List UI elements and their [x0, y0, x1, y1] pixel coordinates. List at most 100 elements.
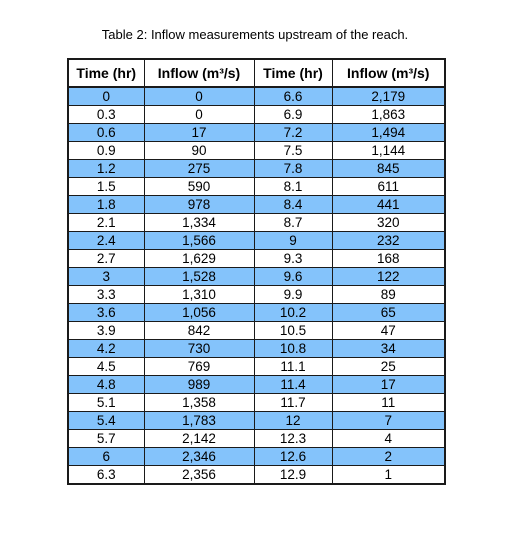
- table-row: 1.5 590 8.1 611: [67, 177, 446, 196]
- cell-time-2: 8.4: [253, 195, 333, 214]
- cell-inflow-2: 47: [331, 321, 446, 340]
- cell-time-1: 2.7: [67, 249, 145, 268]
- header-inflow-2: Inflow (m³/s): [331, 58, 446, 88]
- cell-inflow-1: 2,356: [143, 465, 255, 485]
- cell-inflow-1: 2,142: [143, 429, 255, 448]
- cell-inflow-2: 1,863: [331, 105, 446, 124]
- cell-inflow-2: 25: [331, 357, 446, 376]
- cell-time-1: 1.5: [67, 177, 145, 196]
- cell-inflow-2: 168: [331, 249, 446, 268]
- table-row: 6.3 2,356 12.9 1: [67, 465, 446, 485]
- cell-inflow-2: 4: [331, 429, 446, 448]
- cell-inflow-1: 2,346: [143, 447, 255, 466]
- table-row: 0.9 90 7.5 1,144: [67, 141, 446, 160]
- cell-time-2: 7.5: [253, 141, 333, 160]
- header-inflow-1: Inflow (m³/s): [143, 58, 255, 88]
- inflow-table: Time (hr) Inflow (m³/s) Time (hr) Inflow…: [67, 58, 446, 485]
- table-row: 4.5 769 11.1 25: [67, 357, 446, 376]
- header-row: Time (hr) Inflow (m³/s) Time (hr) Inflow…: [67, 58, 446, 88]
- table-row: 4.2 730 10.8 34: [67, 339, 446, 358]
- cell-time-1: 5.4: [67, 411, 145, 430]
- table-row: 0.3 0 6.9 1,863: [67, 105, 446, 124]
- cell-time-2: 10.2: [253, 303, 333, 322]
- cell-inflow-2: 1: [331, 465, 446, 485]
- cell-inflow-2: 441: [331, 195, 446, 214]
- cell-time-1: 3: [67, 267, 145, 286]
- cell-time-1: 4.5: [67, 357, 145, 376]
- table-row: 3.6 1,056 10.2 65: [67, 303, 446, 322]
- cell-time-2: 7.8: [253, 159, 333, 178]
- table-row: 5.1 1,358 11.7 11: [67, 393, 446, 412]
- table-row: 3.3 1,310 9.9 89: [67, 285, 446, 304]
- cell-time-1: 1.2: [67, 159, 145, 178]
- cell-inflow-2: 320: [331, 213, 446, 232]
- cell-inflow-2: 2: [331, 447, 446, 466]
- header-time-2: Time (hr): [253, 58, 333, 88]
- cell-inflow-2: 11: [331, 393, 446, 412]
- cell-inflow-1: 90: [143, 141, 255, 160]
- cell-inflow-1: 275: [143, 159, 255, 178]
- table-row: 5.4 1,783 12 7: [67, 411, 446, 430]
- cell-time-1: 4.8: [67, 375, 145, 394]
- cell-time-1: 5.1: [67, 393, 145, 412]
- cell-time-2: 10.5: [253, 321, 333, 340]
- cell-time-2: 12.3: [253, 429, 333, 448]
- cell-inflow-1: 17: [143, 123, 255, 142]
- cell-inflow-2: 232: [331, 231, 446, 250]
- cell-inflow-1: 1,056: [143, 303, 255, 322]
- cell-inflow-1: 769: [143, 357, 255, 376]
- cell-inflow-1: 978: [143, 195, 255, 214]
- cell-time-1: 4.2: [67, 339, 145, 358]
- cell-time-1: 0.3: [67, 105, 145, 124]
- table-row: 6 2,346 12.6 2: [67, 447, 446, 466]
- cell-inflow-2: 89: [331, 285, 446, 304]
- cell-time-1: 3.3: [67, 285, 145, 304]
- table-row: 4.8 989 11.4 17: [67, 375, 446, 394]
- cell-time-2: 8.1: [253, 177, 333, 196]
- table-body: 0 0 6.6 2,179 0.3 0 6.9 1,863 0.6 17 7.2 1,494 0.9 90…: [67, 86, 446, 485]
- cell-inflow-2: 122: [331, 267, 446, 286]
- cell-inflow-2: 34: [331, 339, 446, 358]
- cell-time-2: 9.9: [253, 285, 333, 304]
- table-row: 2.4 1,566 9 232: [67, 231, 446, 250]
- cell-inflow-2: 1,494: [331, 123, 446, 142]
- table-row: 3.9 842 10.5 47: [67, 321, 446, 340]
- cell-time-1: 3.9: [67, 321, 145, 340]
- cell-time-2: 12: [253, 411, 333, 430]
- cell-time-2: 6.9: [253, 105, 333, 124]
- cell-inflow-1: 0: [143, 105, 255, 124]
- cell-inflow-1: 842: [143, 321, 255, 340]
- cell-inflow-1: 1,566: [143, 231, 255, 250]
- cell-time-2: 6.6: [253, 86, 333, 106]
- cell-inflow-2: 17: [331, 375, 446, 394]
- cell-time-2: 8.7: [253, 213, 333, 232]
- cell-inflow-1: 1,334: [143, 213, 255, 232]
- table-caption: Table 2: Inflow measurements upstream of…: [101, 27, 409, 42]
- cell-time-1: 6.3: [67, 465, 145, 485]
- cell-inflow-1: 989: [143, 375, 255, 394]
- cell-inflow-1: 730: [143, 339, 255, 358]
- cell-time-2: 9.6: [253, 267, 333, 286]
- cell-time-1: 2.4: [67, 231, 145, 250]
- table-row: 2.1 1,334 8.7 320: [67, 213, 446, 232]
- cell-time-1: 6: [67, 447, 145, 466]
- cell-time-1: 5.7: [67, 429, 145, 448]
- cell-time-1: 0.9: [67, 141, 145, 160]
- cell-inflow-2: 1,144: [331, 141, 446, 160]
- cell-inflow-1: 1,310: [143, 285, 255, 304]
- table-row: 1.2 275 7.8 845: [67, 159, 446, 178]
- cell-inflow-2: 845: [331, 159, 446, 178]
- cell-inflow-2: 2,179: [331, 86, 446, 106]
- cell-time-1: 3.6: [67, 303, 145, 322]
- table-row: 0.6 17 7.2 1,494: [67, 123, 446, 142]
- cell-inflow-1: 1,528: [143, 267, 255, 286]
- cell-time-2: 9.3: [253, 249, 333, 268]
- cell-inflow-2: 7: [331, 411, 446, 430]
- table-row: 3 1,528 9.6 122: [67, 267, 446, 286]
- cell-inflow-2: 65: [331, 303, 446, 322]
- cell-inflow-1: 1,629: [143, 249, 255, 268]
- cell-time-2: 12.6: [253, 447, 333, 466]
- cell-time-1: 2.1: [67, 213, 145, 232]
- header-time-1: Time (hr): [67, 58, 145, 88]
- table-row: 2.7 1,629 9.3 168: [67, 249, 446, 268]
